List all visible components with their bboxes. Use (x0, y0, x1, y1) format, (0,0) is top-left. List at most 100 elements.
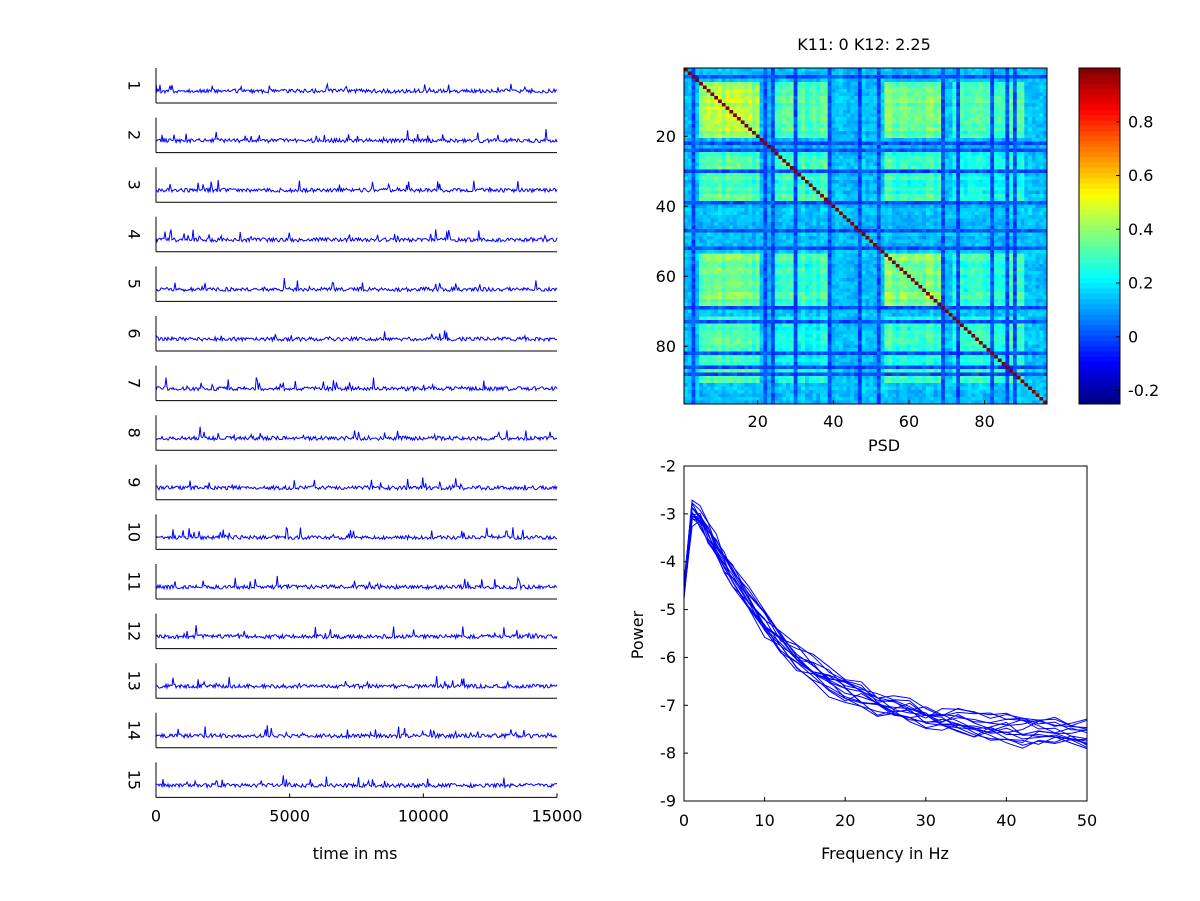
heatmap-cell (729, 218, 734, 223)
heatmap-cell (797, 183, 802, 188)
heatmap-cell (691, 162, 696, 167)
heatmap-cell (695, 194, 700, 198)
heatmap-cell (823, 169, 829, 174)
heatmap-cell (1024, 113, 1029, 118)
heatmap-cell (770, 173, 776, 177)
heatmap-cell (895, 68, 900, 72)
heatmap-cell (699, 103, 704, 107)
heatmap-cell (918, 187, 923, 191)
heatmap-cell (956, 155, 961, 160)
heatmap-cell (839, 155, 844, 160)
heatmap-cell (1031, 117, 1037, 121)
heatmap-cell (736, 194, 742, 198)
heatmap-cell (710, 190, 715, 195)
heatmap-cell (994, 113, 999, 118)
heatmap-cell (1020, 215, 1025, 219)
heatmap-cell (994, 120, 999, 125)
heatmap-cell (812, 82, 817, 86)
heatmap-cell (733, 204, 738, 209)
heatmap-cell (1012, 141, 1018, 146)
heatmap-cell (823, 138, 829, 142)
heatmap-cell (888, 134, 893, 139)
heatmap-cell (899, 148, 904, 153)
heatmap-cell (805, 176, 810, 181)
heatmap-cell (994, 106, 999, 111)
heatmap-cell (812, 180, 817, 184)
heatmap-cell (793, 155, 798, 160)
heatmap-cell (763, 82, 768, 86)
heatmap-cell (752, 190, 757, 195)
heatmap-cell (714, 246, 719, 251)
heatmap-cell (816, 148, 821, 153)
heatmap-cell (721, 176, 726, 181)
heatmap-cell (687, 103, 692, 107)
heatmap-cell (706, 131, 711, 135)
heatmap-cell (963, 138, 968, 142)
heatmap-cell (1020, 201, 1025, 205)
heatmap-cell (820, 211, 825, 216)
heatmap-cell (839, 145, 844, 149)
heatmap-cell (1039, 82, 1044, 86)
heatmap-cell (820, 148, 825, 153)
heatmap-cell (823, 152, 829, 156)
heatmap-cell (956, 75, 961, 79)
heatmap-cell (827, 145, 832, 149)
heatmap-cell (740, 162, 745, 167)
heatmap-cell (956, 215, 961, 219)
heatmap-cell (725, 131, 730, 135)
heatmap-cell (876, 183, 882, 188)
heatmap-cell (865, 201, 870, 205)
heatmap-cell (929, 127, 934, 132)
heatmap-cell (895, 215, 900, 219)
heatmap-cell (952, 75, 957, 79)
heatmap-cell (1035, 211, 1040, 216)
heatmap-cell (978, 232, 984, 237)
heatmap-cell (865, 71, 870, 76)
heatmap-cell (782, 85, 787, 90)
heatmap-cell (990, 138, 995, 142)
heatmap-cell (691, 236, 696, 240)
heatmap-cell (895, 145, 900, 149)
heatmap-cell (963, 68, 968, 72)
heatmap-cell (823, 201, 829, 205)
heatmap-cell (971, 134, 976, 139)
heatmap-cell (967, 239, 972, 244)
heatmap-cell (884, 218, 889, 223)
heatmap-cell (888, 225, 893, 230)
heatmap-cell (778, 68, 783, 72)
heatmap-cell (1020, 155, 1025, 160)
heatmap-cell (865, 134, 870, 139)
heatmap-cell (865, 138, 870, 142)
heatmap-cell (1005, 166, 1010, 170)
heatmap-cell (873, 152, 878, 156)
heatmap-cell (891, 117, 897, 121)
heatmap-cell (778, 113, 783, 118)
heatmap-cell (1031, 145, 1037, 149)
heatmap-cell (1028, 82, 1033, 86)
heatmap-cell (850, 120, 855, 125)
heatmap-cell (695, 145, 700, 149)
heatmap-cell (963, 78, 968, 83)
heatmap-cell (1039, 204, 1044, 209)
heatmap-cell (793, 148, 798, 153)
heatmap-cell (725, 194, 730, 198)
heatmap-cell (910, 134, 916, 139)
heatmap-cell (922, 194, 927, 198)
heatmap-cell (831, 145, 836, 149)
heatmap-cell (903, 225, 908, 230)
heatmap-cell (1001, 155, 1006, 160)
heatmap-cell (706, 166, 711, 170)
heatmap-cell (812, 78, 817, 83)
heatmap-cell (1028, 92, 1033, 97)
heatmap-cell (971, 215, 976, 219)
heatmap-cell (1028, 187, 1033, 191)
heatmap-cell (990, 232, 995, 237)
heatmap-cell (952, 82, 957, 86)
heatmap-cell (786, 183, 791, 188)
heatmap-cell (752, 162, 757, 167)
heatmap-cell (873, 89, 878, 93)
heatmap-cell (963, 110, 968, 114)
heatmap-cell (839, 96, 844, 100)
heatmap-cell (982, 215, 987, 219)
heatmap-cell (718, 180, 723, 184)
